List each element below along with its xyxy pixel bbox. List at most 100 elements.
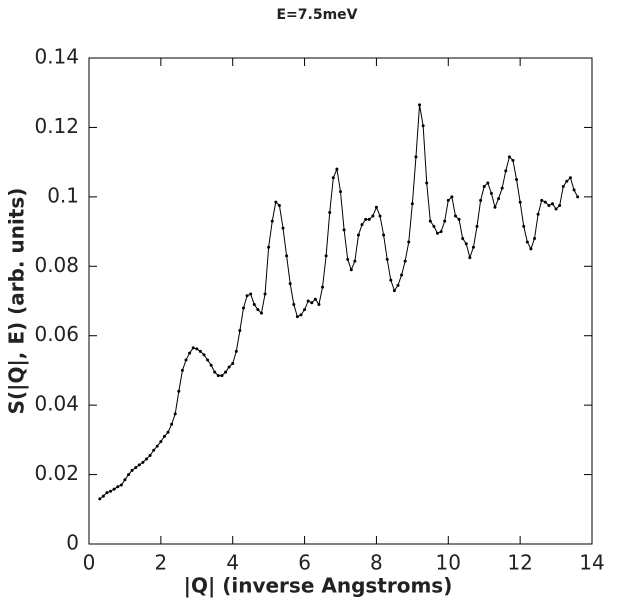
data-point <box>576 195 580 199</box>
x-tick-label: 12 <box>507 551 532 575</box>
data-point <box>299 313 303 317</box>
data-point <box>224 370 228 374</box>
data-point <box>112 487 116 491</box>
data-point <box>238 329 242 333</box>
y-tick-label: 0.02 <box>34 461 79 485</box>
data-point <box>500 186 504 190</box>
data-point <box>277 204 281 208</box>
chart-title: E=7.5meV <box>276 7 357 23</box>
data-point <box>410 202 414 206</box>
plot-frame <box>88 57 593 545</box>
data-point <box>378 214 382 218</box>
data-point <box>101 494 105 498</box>
data-point <box>173 412 177 416</box>
data-point <box>396 283 400 287</box>
data-point <box>281 226 285 230</box>
data-point <box>313 297 317 301</box>
data-point <box>274 200 278 204</box>
data-point <box>105 491 109 495</box>
data-point <box>507 155 511 159</box>
data-point <box>116 485 120 489</box>
data-point <box>249 292 253 296</box>
data-point <box>486 181 490 185</box>
data-point <box>425 181 429 185</box>
data-point <box>385 257 389 261</box>
data-point <box>234 349 238 353</box>
data-point <box>572 188 576 192</box>
data-point <box>206 358 210 362</box>
data-line <box>99 104 579 500</box>
y-axis-label: S(|Q|, E) (arb. units) <box>5 188 29 415</box>
data-point <box>220 374 224 378</box>
data-point <box>443 219 447 223</box>
data-point <box>245 294 249 298</box>
data-point <box>489 191 493 195</box>
data-point <box>568 176 572 180</box>
data-point <box>331 176 335 180</box>
data-point <box>400 273 404 277</box>
data-point <box>267 245 271 249</box>
data-point <box>310 301 314 305</box>
data-point <box>198 349 202 353</box>
data-point <box>270 219 274 223</box>
data-point <box>468 256 472 260</box>
data-point <box>180 368 184 372</box>
data-point <box>446 198 450 202</box>
data-point <box>450 195 454 199</box>
data-point <box>471 245 475 249</box>
data-point <box>321 285 325 289</box>
data-point <box>188 351 192 355</box>
data-point <box>382 233 386 237</box>
data-point <box>123 478 127 482</box>
data-point <box>328 210 332 214</box>
data-point <box>493 205 497 209</box>
data-point <box>367 217 371 221</box>
data-point <box>170 422 174 426</box>
data-point <box>162 434 166 438</box>
data-point <box>374 205 378 209</box>
y-tick-label: 0.1 <box>47 183 79 207</box>
data-point <box>342 228 346 232</box>
data-point <box>346 257 350 261</box>
data-point <box>414 155 418 159</box>
data-point <box>461 237 465 241</box>
data-point <box>144 457 148 461</box>
data-point <box>195 347 199 351</box>
data-point <box>515 178 519 181</box>
data-point <box>529 247 533 251</box>
data-point <box>216 374 220 378</box>
data-point <box>457 217 461 221</box>
data-point <box>436 231 440 235</box>
x-tick-label: 14 <box>579 551 604 575</box>
data-point <box>259 311 263 315</box>
data-point <box>306 299 310 303</box>
y-tick-label: 0.14 <box>34 45 79 69</box>
x-tick-label: 10 <box>436 551 461 575</box>
data-point <box>479 198 483 202</box>
data-point <box>252 302 256 306</box>
data-point <box>98 497 102 501</box>
data-point <box>360 223 364 227</box>
data-point <box>364 217 368 221</box>
data-point <box>428 219 432 223</box>
data-point <box>421 124 425 128</box>
data-point <box>554 207 558 211</box>
data-point <box>504 169 508 173</box>
y-tick-label: 0.06 <box>34 322 79 346</box>
data-point <box>202 353 206 357</box>
data-point <box>536 212 540 216</box>
data-point <box>177 389 181 393</box>
data-point <box>475 224 479 228</box>
data-point <box>389 278 393 282</box>
x-tick-label: 0 <box>83 551 96 575</box>
data-point <box>137 463 141 467</box>
data-point <box>403 259 407 263</box>
data-point <box>141 460 145 464</box>
x-tick-label: 2 <box>154 551 167 575</box>
y-tick-label: 0.04 <box>34 392 79 416</box>
data-point <box>349 268 353 272</box>
data-point <box>213 370 217 374</box>
data-point <box>518 200 522 204</box>
data-point <box>353 259 357 263</box>
